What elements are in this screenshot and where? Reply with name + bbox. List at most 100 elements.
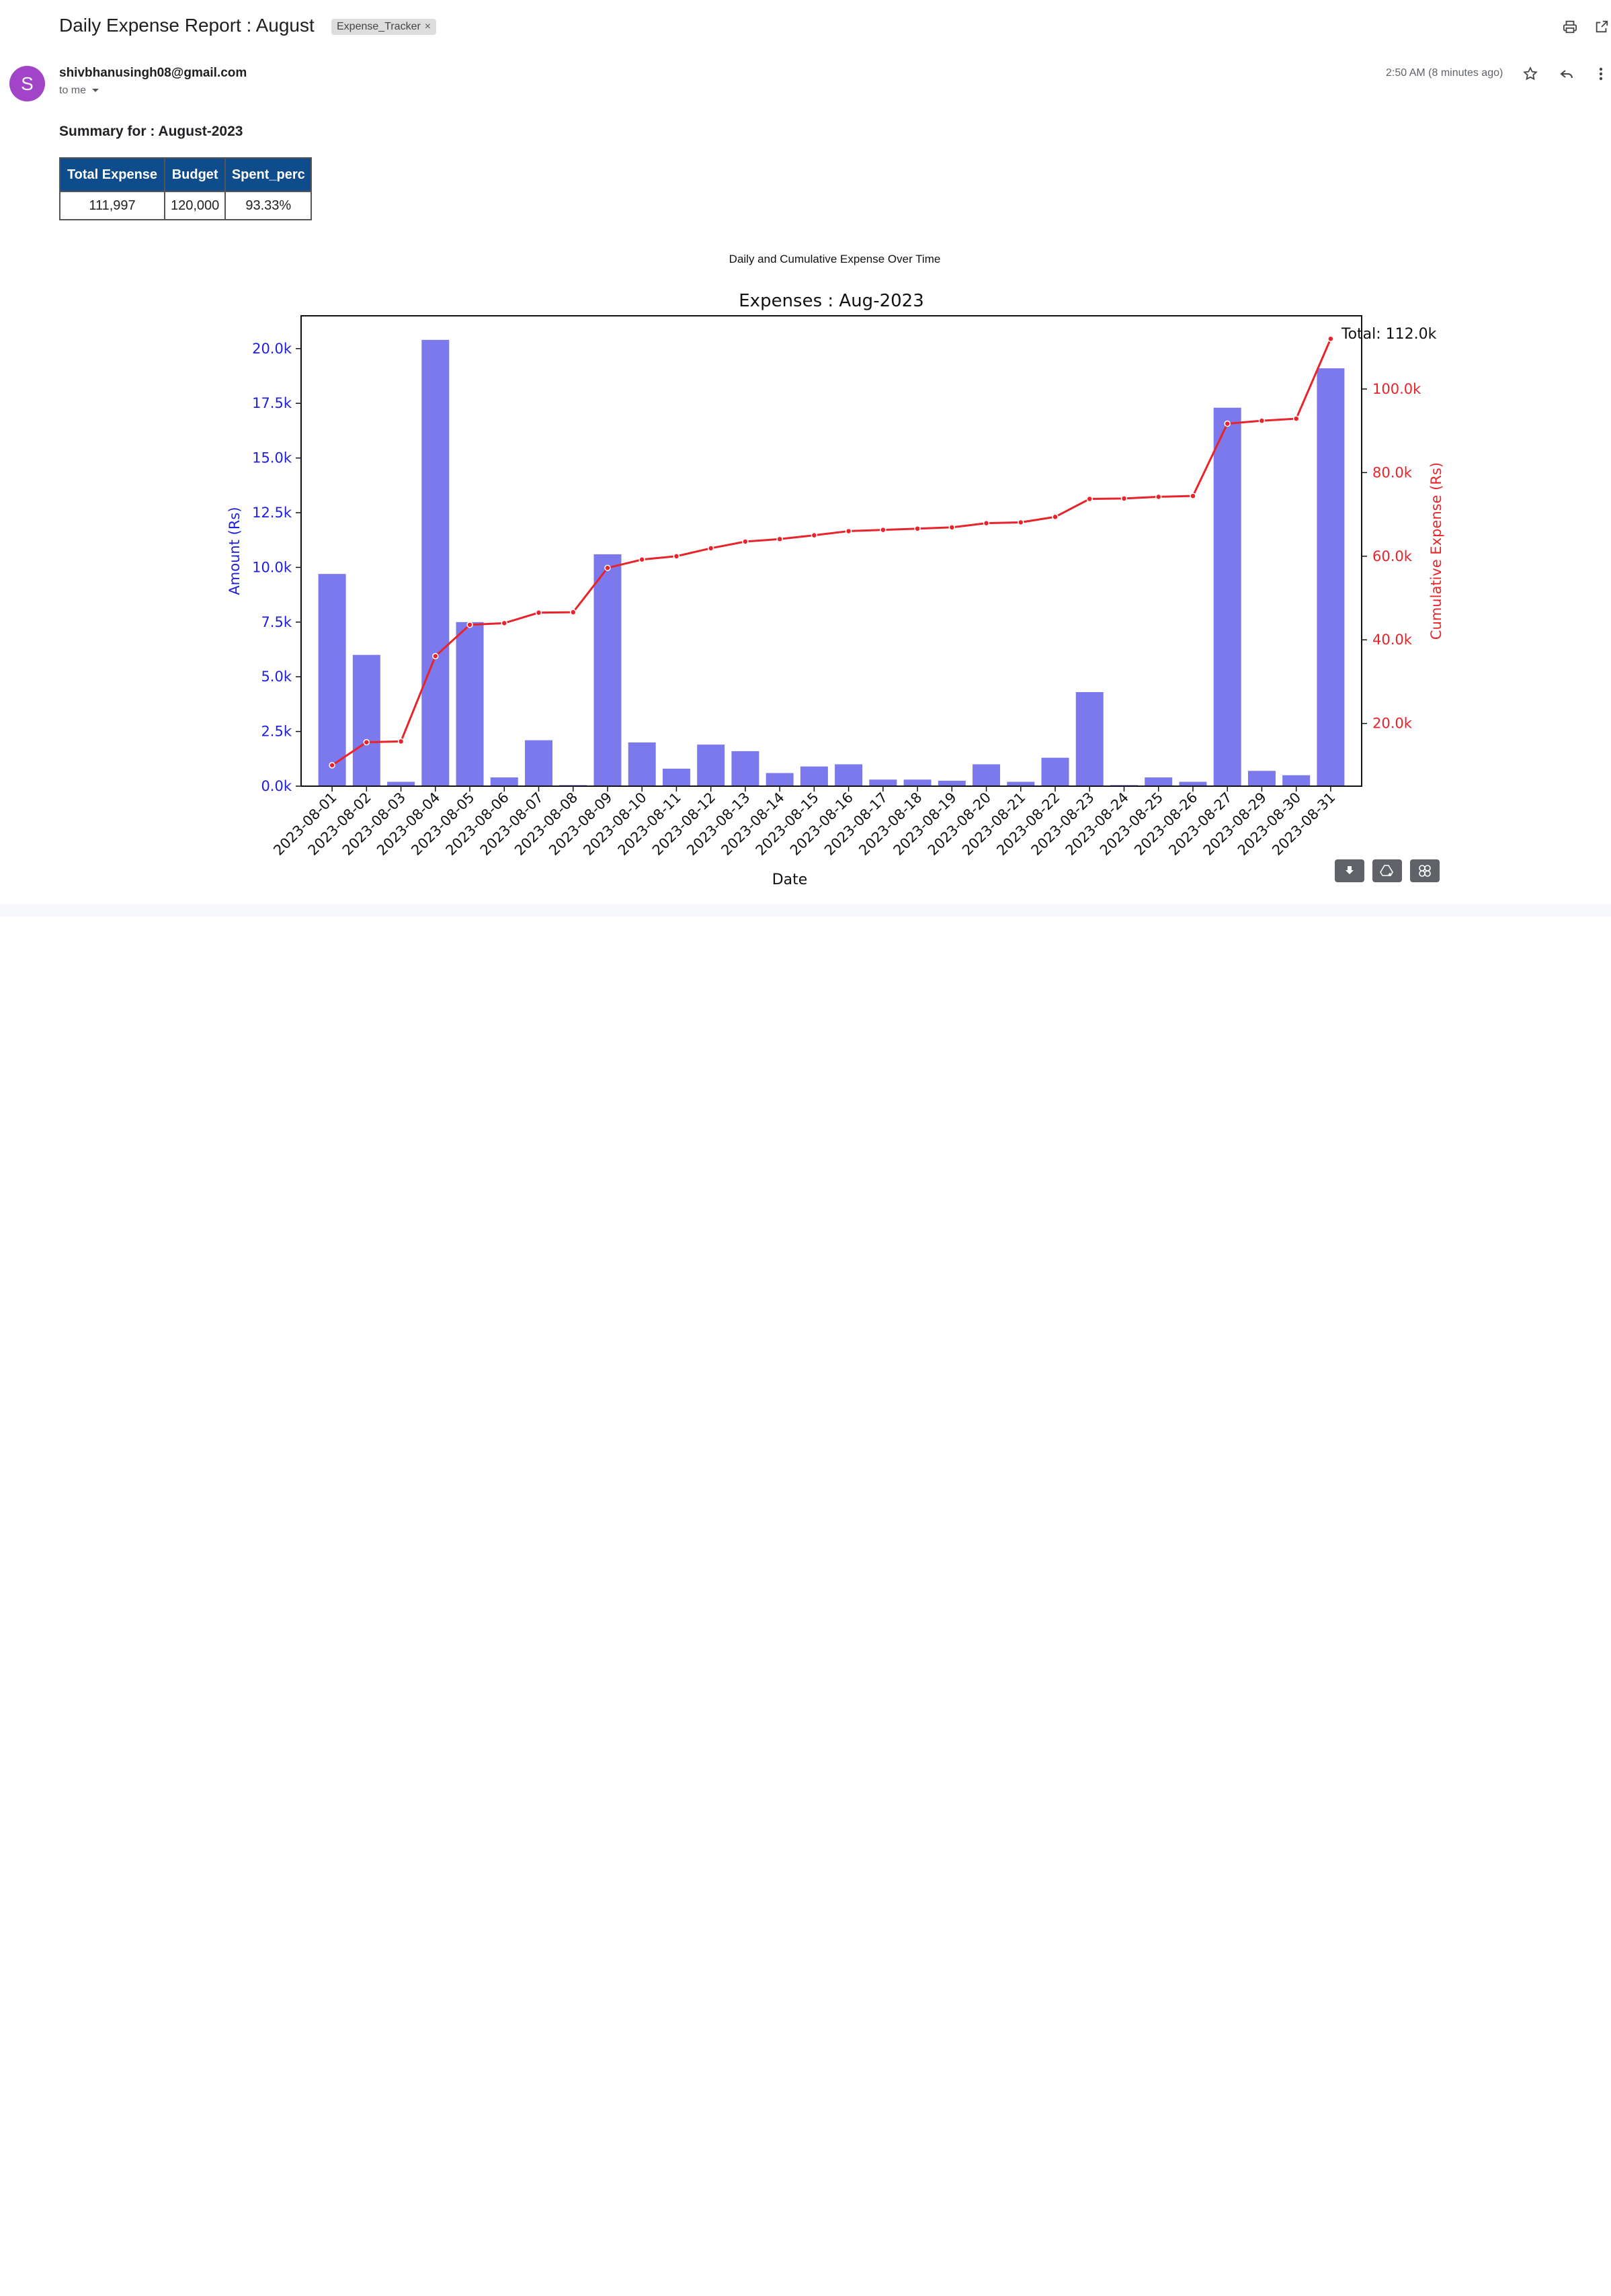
bar [421, 339, 450, 786]
value-budget: 120,000 [163, 191, 226, 220]
bar [1247, 771, 1276, 786]
download-icon[interactable] [1335, 859, 1364, 882]
cumulative-point [707, 545, 714, 552]
remove-label-icon[interactable]: × [424, 21, 431, 32]
bar [731, 751, 759, 786]
image-actions [1335, 859, 1440, 882]
cumulative-point [948, 524, 956, 531]
y2-tick-label: 60.0k [1372, 548, 1413, 564]
bar [1041, 757, 1069, 786]
cumulative-point [1120, 495, 1128, 502]
cumulative-point [1327, 335, 1334, 342]
star-icon[interactable] [1518, 62, 1542, 86]
bar [1282, 775, 1311, 786]
bar [662, 768, 690, 786]
recipient-text: to me [59, 85, 87, 96]
bar [938, 780, 966, 786]
bar [973, 764, 1001, 786]
cumulative-point [1052, 513, 1059, 521]
label-chip-text: Expense_Tracker [337, 21, 421, 32]
cumulative-point [432, 652, 439, 660]
save-to-photos-icon[interactable] [1410, 859, 1440, 882]
avatar[interactable]: S [9, 66, 45, 101]
y-tick-label: 10.0k [252, 559, 292, 575]
add-to-drive-icon[interactable] [1372, 859, 1402, 882]
y-tick-label: 0.0k [261, 778, 292, 794]
bar [1145, 777, 1173, 786]
sender-email[interactable]: shivbhanusingh08@gmail.com [59, 66, 247, 80]
cumulative-point [1155, 493, 1162, 501]
cumulative-point [811, 532, 818, 539]
cumulative-point [673, 553, 680, 560]
chart-caption: Daily and Cumulative Expense Over Time [729, 253, 941, 265]
summary-table: Total Expense Budget Spent_perc 111,997 … [59, 157, 313, 220]
chart-title: Expenses : Aug-2023 [739, 291, 924, 311]
open-new-window-icon[interactable] [1589, 15, 1611, 39]
cumulative-point [845, 527, 852, 535]
cumulative-point [569, 609, 577, 615]
bar [697, 745, 725, 786]
bar [352, 654, 380, 786]
bar [387, 781, 415, 786]
cumulative-point [776, 536, 783, 543]
bar [318, 574, 346, 786]
cumulative-point [466, 622, 473, 628]
cumulative-point [604, 564, 611, 571]
header-spent-perc: Spent_perc [224, 157, 313, 192]
cumulative-point [1190, 493, 1196, 499]
cumulative-point [1292, 415, 1300, 422]
bar [628, 742, 656, 786]
bar [1179, 781, 1207, 786]
bar [1213, 407, 1241, 786]
y-tick-label: 20.0k [252, 341, 292, 357]
bar [490, 777, 518, 786]
y2-tick-label: 40.0k [1372, 632, 1413, 648]
cumulative-point [535, 609, 542, 616]
header-total-expense: Total Expense [59, 157, 165, 192]
email-view: Daily Expense Report : August Expense_Tr… [0, 0, 1611, 917]
more-vert-icon[interactable] [1589, 62, 1611, 86]
cumulative-point [742, 538, 749, 545]
value-total-expense: 111,997 [59, 191, 165, 220]
plot-frame [300, 315, 1362, 787]
chevron-down-icon[interactable] [91, 88, 99, 93]
reply-icon[interactable] [1555, 62, 1579, 86]
email-subject: Daily Expense Report : August [59, 15, 315, 36]
bar [1075, 692, 1104, 786]
cumulative-point [1258, 417, 1266, 424]
cumulative-point [329, 762, 335, 769]
y2-tick-label: 80.0k [1372, 464, 1413, 480]
bar [800, 766, 828, 786]
bar [1317, 368, 1345, 786]
bar [766, 773, 794, 786]
footer-strip [0, 904, 1611, 917]
recipient-line[interactable]: to me [59, 85, 99, 97]
bar [593, 554, 622, 786]
y-tick-label: 12.5k [252, 505, 292, 521]
bar [869, 779, 897, 786]
cumulative-point [1224, 420, 1231, 427]
bar [525, 740, 553, 786]
bar [903, 779, 932, 786]
expense-chart[interactable]: Expenses : Aug-2023 0.0k 2.5k 5.0k 7.5k 10.0k… [215, 282, 1465, 887]
cumulative-point [638, 556, 645, 563]
y-tick-label: 2.5k [261, 724, 292, 740]
cumulative-point [983, 519, 990, 527]
y-tick-label: 5.0k [261, 669, 292, 685]
summary-title: Summary for : August-2023 [59, 124, 243, 139]
label-chip[interactable]: Expense_Tracker × [331, 19, 437, 35]
y2-tick-label: 100.0k [1372, 381, 1421, 397]
email-time: 2:50 AM (8 minutes ago) [1386, 67, 1503, 79]
y2-axis-label: Cumulative Expense (Rs) [1428, 462, 1444, 640]
value-spent-perc: 93.33% [224, 191, 313, 220]
cumulative-point [880, 526, 886, 534]
cumulative-point [914, 525, 921, 532]
bar [835, 764, 863, 786]
cumulative-line [331, 338, 1332, 767]
total-annotation: Total: 112.0k [1341, 326, 1437, 343]
y-tick-label: 7.5k [261, 614, 292, 630]
cumulative-point [397, 738, 405, 745]
print-icon[interactable] [1558, 15, 1582, 39]
cumulative-point [363, 738, 370, 746]
y2-tick-label: 20.0k [1372, 716, 1413, 732]
